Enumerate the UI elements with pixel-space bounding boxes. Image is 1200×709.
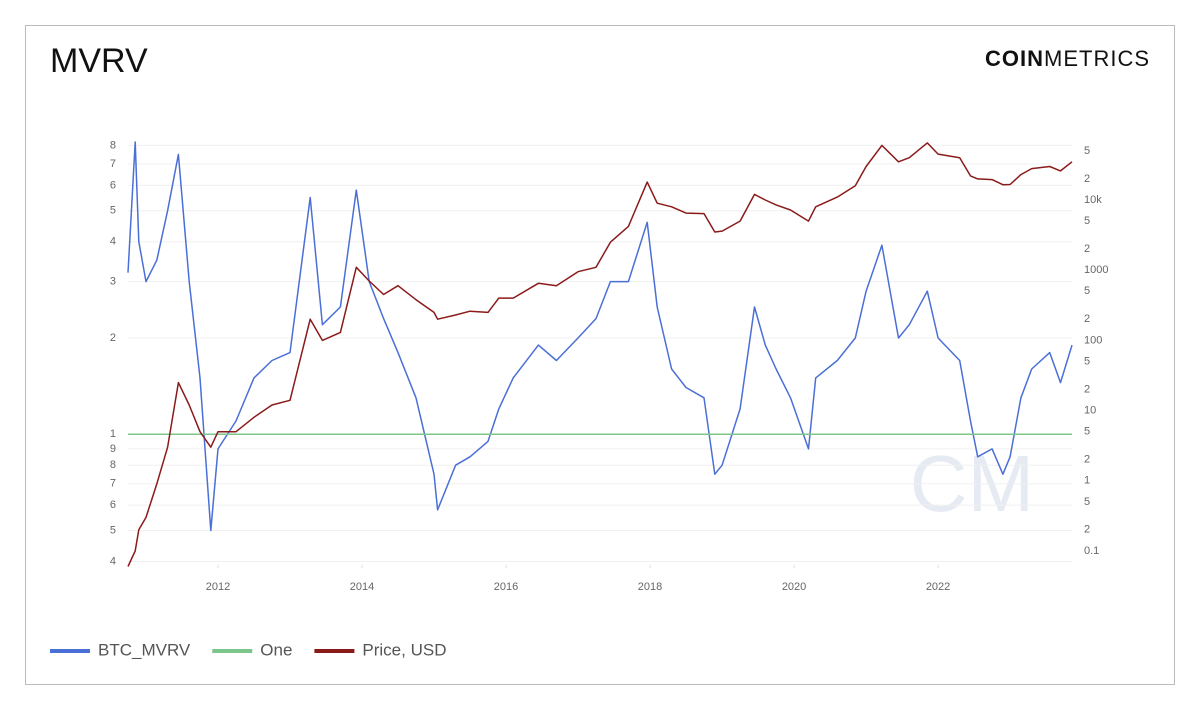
- yticks-label: 7: [110, 158, 116, 170]
- legend-label: One: [260, 640, 292, 659]
- y2ticks-label: 2: [1084, 454, 1090, 466]
- chart-title: MVRV: [50, 42, 148, 80]
- yticks-label: 6: [110, 179, 116, 191]
- yticks-label: 3: [110, 276, 116, 288]
- yticks-label: 7: [110, 478, 116, 490]
- yticks-label: 8: [110, 459, 116, 471]
- yticks-label: 5: [110, 524, 116, 536]
- y2ticks-label: 1: [1084, 475, 1090, 487]
- series-line: [127, 141, 1073, 532]
- y2ticks-label: 5: [1084, 285, 1090, 297]
- yticks-label: 4: [110, 555, 116, 567]
- x-tick-label: 2016: [494, 581, 518, 593]
- y2ticks-label: 0.1: [1084, 545, 1099, 557]
- x-tick-label: 2020: [782, 581, 806, 593]
- frame: [25, 25, 1175, 685]
- y2ticks-label: 2: [1084, 383, 1090, 395]
- logo-bold: COIN: [985, 46, 1044, 71]
- x-tick-label: 2022: [926, 581, 950, 593]
- legend-label: BTC_MVRV: [98, 640, 191, 659]
- yticks-label: 1: [110, 428, 116, 440]
- y2ticks-label: 2: [1084, 173, 1090, 185]
- y2ticks-label: 5: [1084, 426, 1090, 438]
- yticks-label: 6: [110, 499, 116, 511]
- y2ticks-label: 10k: [1084, 194, 1102, 206]
- y2ticks-label: 1000: [1084, 264, 1108, 276]
- x-tick-label: 2014: [350, 581, 374, 593]
- logo: COINMETRICS: [985, 46, 1150, 71]
- legend-label: Price, USD: [362, 640, 446, 659]
- y2ticks-label: 5: [1084, 496, 1090, 508]
- logo-light: METRICS: [1044, 46, 1150, 71]
- y2ticks-label: 5: [1084, 215, 1090, 227]
- y2ticks-label: 10: [1084, 404, 1096, 416]
- yticks-label: 4: [110, 236, 116, 248]
- yticks-label: 8: [110, 139, 116, 151]
- yticks-label: 9: [110, 443, 116, 455]
- yticks-label: 2: [110, 332, 116, 344]
- x-tick-label: 2012: [206, 581, 230, 593]
- series-line: [127, 142, 1073, 567]
- y2ticks-label: 100: [1084, 334, 1102, 346]
- y2ticks-label: 2: [1084, 243, 1090, 255]
- x-tick-label: 2018: [638, 581, 662, 593]
- y2ticks-label: 5: [1084, 145, 1090, 157]
- yticks-label: 5: [110, 205, 116, 217]
- y2ticks-label: 5: [1084, 355, 1090, 367]
- y2ticks-label: 2: [1084, 313, 1090, 325]
- y2ticks-label: 2: [1084, 524, 1090, 536]
